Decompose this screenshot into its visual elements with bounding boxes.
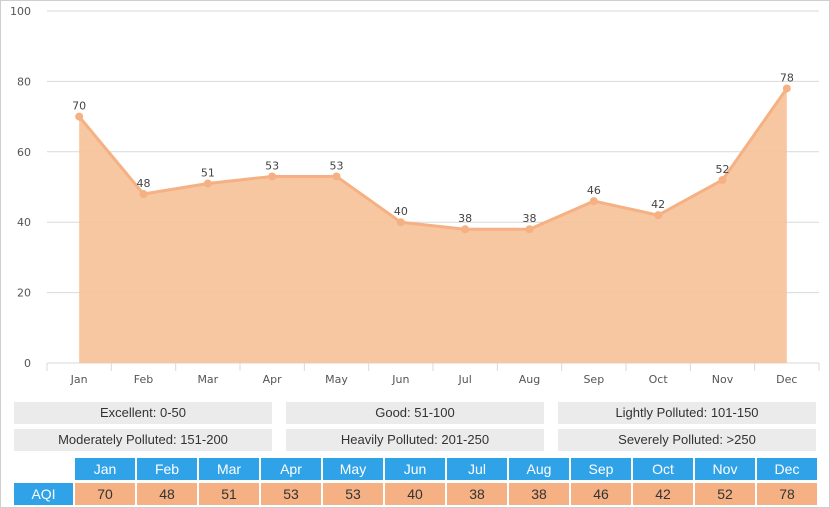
data-label: 38 bbox=[458, 212, 472, 225]
aqi-table-values: AQI 70 48 51 53 53 40 38 38 46 42 52 78 bbox=[14, 483, 819, 505]
table-aqi-value: 70 bbox=[75, 483, 137, 505]
table-aqi-value: 40 bbox=[385, 483, 447, 505]
table-aqi-value: 52 bbox=[695, 483, 757, 505]
x-tick-label: May bbox=[325, 373, 348, 386]
x-tick-label: Dec bbox=[776, 373, 797, 386]
table-month-header: Apr bbox=[261, 458, 323, 480]
data-label: 53 bbox=[265, 159, 279, 172]
data-point bbox=[396, 218, 405, 227]
y-tick-label: 100 bbox=[10, 5, 31, 18]
table-row-label: AQI bbox=[14, 483, 75, 505]
x-tick-label: Nov bbox=[712, 373, 734, 386]
x-tick-label: Apr bbox=[263, 373, 283, 386]
x-tick-label: Mar bbox=[197, 373, 218, 386]
y-tick-label: 0 bbox=[24, 357, 31, 370]
x-tick-label: Aug bbox=[519, 373, 540, 386]
table-aqi-value: 46 bbox=[571, 483, 633, 505]
x-tick-label: Feb bbox=[134, 373, 153, 386]
data-label: 78 bbox=[780, 71, 794, 84]
table-month-header: Jul bbox=[447, 458, 509, 480]
y-tick-label: 60 bbox=[17, 146, 31, 159]
x-tick-label: Jun bbox=[391, 373, 409, 386]
data-label: 70 bbox=[72, 100, 86, 113]
data-point bbox=[461, 225, 470, 234]
data-label: 52 bbox=[716, 163, 730, 176]
data-point bbox=[332, 172, 341, 181]
table-aqi-value: 38 bbox=[509, 483, 571, 505]
data-label: 46 bbox=[587, 184, 601, 197]
y-tick-label: 20 bbox=[17, 287, 31, 300]
table-month-header: Mar bbox=[199, 458, 261, 480]
table-month-header: Jan bbox=[75, 458, 137, 480]
data-point bbox=[589, 197, 598, 206]
x-tick-label: Oct bbox=[649, 373, 669, 386]
table-aqi-value: 42 bbox=[633, 483, 695, 505]
table-aqi-value: 38 bbox=[447, 483, 509, 505]
data-label: 38 bbox=[523, 212, 537, 225]
series-line bbox=[78, 87, 789, 231]
y-tick-label: 80 bbox=[17, 75, 31, 88]
table-month-header: Dec bbox=[757, 458, 819, 480]
data-point bbox=[525, 225, 534, 234]
data-label: 48 bbox=[137, 177, 151, 190]
data-point bbox=[75, 112, 84, 121]
table-month-header: May bbox=[323, 458, 385, 480]
x-tick-label: Jul bbox=[458, 373, 472, 386]
table-aqi-value: 53 bbox=[261, 483, 323, 505]
data-label: 42 bbox=[651, 198, 665, 211]
aqi-table-header: Jan Feb Mar Apr May Jun Jul Aug Sep Oct Nov Dec bbox=[14, 458, 819, 480]
table-aqi-value: 53 bbox=[323, 483, 385, 505]
table-month-header: Jun bbox=[385, 458, 447, 480]
table-month-header: Aug bbox=[509, 458, 571, 480]
table-aqi-value: 78 bbox=[757, 483, 819, 505]
data-label: 53 bbox=[330, 159, 344, 172]
data-point bbox=[268, 172, 277, 181]
table-month-header: Nov bbox=[695, 458, 757, 480]
data-label: 40 bbox=[394, 205, 408, 218]
table-month-header: Feb bbox=[137, 458, 199, 480]
x-tick-label: Jan bbox=[70, 373, 88, 386]
table-aqi-value: 48 bbox=[137, 483, 199, 505]
x-tick-label: Sep bbox=[583, 373, 604, 386]
table-aqi-value: 51 bbox=[199, 483, 261, 505]
aqi-area-chart: 0 20 40 60 80 100 70 48 51 53 53 40 38 38 46 42 52 78 Jan F… bbox=[10, 5, 820, 386]
data-point bbox=[139, 190, 148, 199]
y-tick-label: 40 bbox=[17, 216, 31, 229]
table-month-header: Oct bbox=[633, 458, 695, 480]
table-month-header: Sep bbox=[571, 458, 633, 480]
data-point bbox=[654, 211, 663, 220]
table-corner bbox=[14, 458, 75, 480]
data-point bbox=[782, 84, 791, 93]
data-point bbox=[203, 179, 212, 188]
data-point bbox=[718, 175, 727, 184]
data-label: 51 bbox=[201, 166, 215, 179]
